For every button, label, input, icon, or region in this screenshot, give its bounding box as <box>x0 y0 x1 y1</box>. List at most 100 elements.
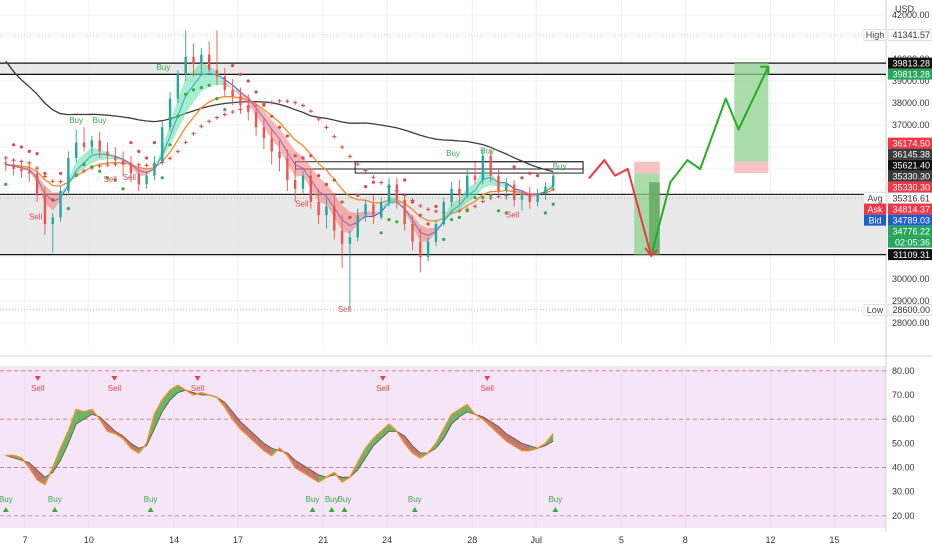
trend-ribbon <box>279 128 288 165</box>
trail-marker <box>144 163 149 168</box>
sar-dot <box>19 145 24 149</box>
candle-body <box>129 164 133 174</box>
time-tick-label: 8 <box>683 535 688 545</box>
projection-arrow-up <box>760 65 770 75</box>
price-tag-name-box <box>864 203 886 215</box>
candle-body <box>239 96 242 106</box>
sar-dot <box>246 79 250 83</box>
trail-marker <box>207 119 212 124</box>
sar-dot <box>4 182 8 186</box>
trend-ribbon <box>162 123 171 159</box>
candle-body <box>512 184 516 200</box>
sar-dot <box>98 169 102 173</box>
trail-marker <box>50 179 55 184</box>
price-tag <box>888 181 932 193</box>
time-tick-label: 28 <box>467 535 477 545</box>
gray-zone <box>0 63 886 75</box>
trend-ribbon <box>303 156 311 189</box>
price-tag <box>887 29 932 41</box>
sell-signal-label: Sell <box>295 199 309 208</box>
price-tag-value: 02:05:36 <box>895 237 930 247</box>
oscillator-fill <box>68 409 77 444</box>
trend-ribbon <box>21 166 30 172</box>
trend-ribbon <box>13 165 22 169</box>
trail-marker <box>27 160 32 165</box>
buy-arrow-icon <box>309 507 316 512</box>
trend-ribbon <box>177 77 186 130</box>
sar-dot <box>238 72 243 76</box>
sar-dot <box>223 108 227 112</box>
price-tag <box>888 214 932 226</box>
price-tag <box>888 203 932 215</box>
trend-ribbon <box>287 139 296 177</box>
buy-signal-label: Buy <box>408 495 422 504</box>
price-tag-name: High <box>866 30 885 40</box>
trend-ribbon <box>248 96 257 116</box>
sar-dot <box>363 185 368 189</box>
projection-segment <box>603 159 617 177</box>
trend-ribbon <box>349 212 358 234</box>
trend-ribbon <box>459 187 468 211</box>
sar-dot <box>184 92 188 96</box>
oscillator-fill <box>162 390 171 412</box>
buy-signal-label: Buy <box>157 63 171 72</box>
sar-dot <box>543 211 548 215</box>
candle-body <box>293 180 297 189</box>
sell-arrow-icon <box>484 376 491 381</box>
candle-body <box>395 184 399 200</box>
buy-signal-label: Buy <box>93 116 107 125</box>
trend-ribbon <box>451 199 460 215</box>
oscillator-fill <box>459 404 468 417</box>
trend-ribbon <box>506 183 515 192</box>
candle-body <box>262 127 266 139</box>
price-tick-label: 37000.00 <box>892 120 930 130</box>
sar-dot <box>356 193 360 197</box>
trail-marker <box>191 131 196 136</box>
candle-body <box>497 175 500 191</box>
buy-signal-label: Buy <box>144 495 158 504</box>
oscillator-fill <box>357 448 366 470</box>
candle-body <box>114 155 117 161</box>
oscillator-fill <box>232 411 241 429</box>
projection-segment <box>588 159 606 179</box>
trend-ribbon <box>84 147 92 169</box>
buy-signal-label: Buy <box>325 495 339 504</box>
candle-body <box>247 105 250 112</box>
candle-body <box>411 224 414 242</box>
price-tag <box>888 148 932 160</box>
time-tick-label: 12 <box>765 535 775 545</box>
price-tag-name-box <box>863 303 887 316</box>
trend-ribbon <box>412 215 421 242</box>
projection-segment <box>626 168 653 257</box>
sar-dot <box>121 187 125 191</box>
sar-dot <box>293 154 297 158</box>
sar-dot <box>418 213 422 217</box>
candle-body <box>20 169 23 172</box>
trend-ribbon <box>263 111 272 140</box>
candle-body <box>207 54 211 70</box>
candle-body <box>153 162 156 176</box>
candle-body <box>51 217 54 224</box>
price-tag-name: Low <box>867 305 884 315</box>
sar-dot <box>277 125 282 129</box>
candle-body <box>356 215 359 238</box>
candle-body <box>489 155 492 176</box>
oscillator-fill <box>443 414 452 439</box>
price-tag-value: 35316.61 <box>892 193 930 203</box>
trail-marker <box>222 112 227 117</box>
sell-signal-label: Sell <box>506 210 520 219</box>
oscillator-fill <box>131 443 139 453</box>
trail-marker <box>480 199 485 204</box>
trend-ribbon <box>123 160 131 167</box>
candle-body <box>28 171 31 174</box>
candle-body <box>254 111 258 128</box>
sar-dot <box>270 114 274 118</box>
candle-body <box>536 193 539 202</box>
candle-body <box>67 158 70 191</box>
trend-ribbon <box>60 179 69 201</box>
oscillator-tick-label: 60.00 <box>892 414 915 424</box>
trend-ribbon <box>381 196 389 211</box>
price-tag-value: 28600.00 <box>892 305 930 315</box>
sar-dot <box>27 149 31 153</box>
